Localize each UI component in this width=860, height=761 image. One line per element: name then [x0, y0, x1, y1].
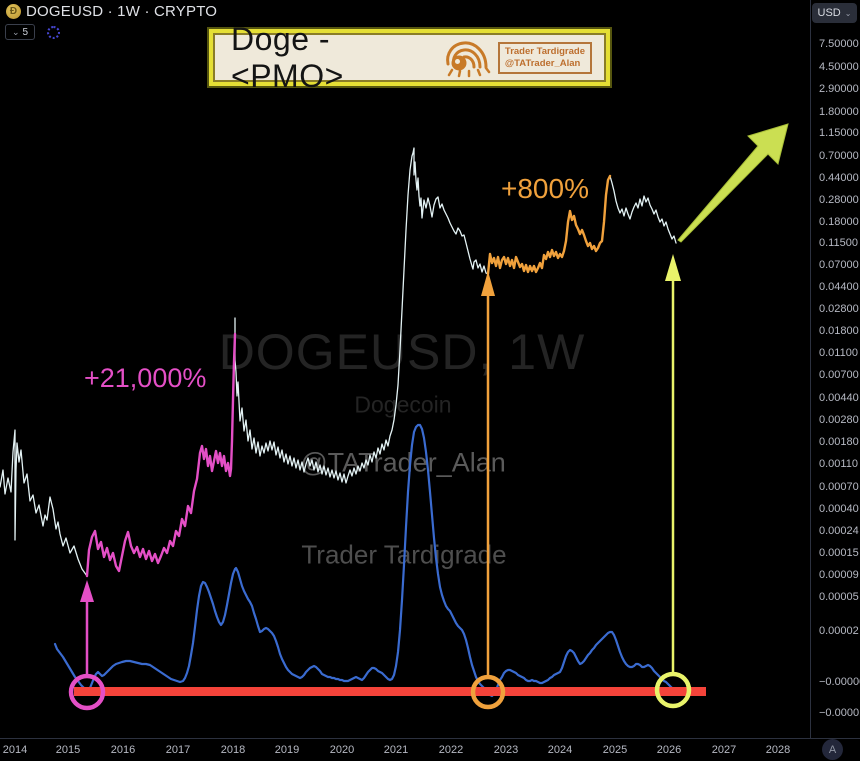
currency-selector[interactable]: USD ⌄	[812, 3, 857, 23]
price-axis-label: 0.00440	[819, 392, 859, 404]
time-axis-label: 2015	[55, 744, 81, 756]
price-axis-label: 1.15000	[819, 127, 859, 139]
price-axis-label: 0.02800	[819, 303, 859, 315]
projection-up-arrow[interactable]	[677, 123, 789, 243]
interval-selector[interactable]: ⌄ 5	[5, 24, 35, 40]
price-axis-label: 0.00070	[819, 481, 859, 493]
time-axis-label: 2020	[329, 744, 355, 756]
banner-title: Doge - <PMO>	[231, 20, 344, 94]
price-axis-label: 0.00009	[819, 569, 859, 581]
price-line-2024-2026	[609, 175, 677, 244]
title-banner[interactable]: Doge - <PMO> Trader Tardigrade @TATrader…	[207, 21, 612, 94]
symbol-header: Ð DOGEUSD · 1W · CRYPTO	[6, 3, 217, 20]
time-axis-label: 2023	[493, 744, 519, 756]
price-axis-label: 0.04400	[819, 281, 859, 293]
chevron-down-icon: ⌄	[844, 8, 852, 18]
time-axis-label: 2017	[165, 744, 191, 756]
yellow-up-arrow-head	[665, 254, 681, 281]
price-axis-label: 7.50000	[819, 38, 859, 50]
price-axis-label: 0.00015	[819, 547, 859, 559]
price-axis-label: 0.18000	[819, 216, 859, 228]
time-axis-label: 2018	[220, 744, 246, 756]
trader-tardigrade-logo	[446, 40, 491, 77]
chart-canvas[interactable]	[0, 0, 810, 738]
time-axis-label: 2022	[438, 744, 464, 756]
price-line-2018-2022	[234, 147, 489, 484]
price-axis-label: 2.90000	[819, 83, 859, 95]
auto-scale-button[interactable]: A	[822, 739, 843, 760]
time-axis[interactable]: 2014 2015 2016 2017 2018 2019 2020 2021 2022 2023…	[0, 738, 860, 761]
price-axis-label: 0.00002	[819, 625, 859, 637]
time-axis-label: 2019	[274, 744, 300, 756]
price-axis-label: 1.80000	[819, 106, 859, 118]
orange-up-arrow-head	[481, 271, 495, 296]
price-axis-label: 0.00024	[819, 525, 859, 537]
chevron-down-icon: ⌄	[11, 27, 20, 37]
time-axis-label: 2027	[711, 744, 737, 756]
price-axis-label: 0.00040	[819, 503, 859, 515]
price-line-2014-2015	[0, 429, 88, 577]
chart-area[interactable]: DOGEUSD, 1W Dogecoin @TATrader_Alan Trad…	[0, 0, 810, 738]
badge-handle-line: @TATrader_Alan	[504, 57, 581, 69]
pink-up-arrow-head	[80, 580, 94, 602]
currency-label: USD	[817, 7, 841, 19]
time-axis-label: 2028	[765, 744, 791, 756]
time-axis-label: 2026	[656, 744, 682, 756]
time-axis-label: 2024	[547, 744, 573, 756]
price-axis-label: 4.50000	[819, 61, 859, 73]
banner-badge: Trader Tardigrade @TATrader_Alan	[497, 41, 592, 74]
time-axis-label: 2021	[383, 744, 409, 756]
price-axis-label: 0.00700	[819, 369, 859, 381]
price-axis-label: 0.01100	[819, 347, 858, 359]
dogecoin-icon: Ð	[6, 4, 21, 19]
spinner-icon[interactable]	[47, 25, 60, 39]
pmo-indicator-line	[53, 423, 678, 698]
price-highlight-pink-2015-2018[interactable]	[85, 332, 237, 578]
price-axis-label: 0.00110	[819, 458, 858, 470]
price-axis-label: 0.00005	[819, 591, 859, 603]
title-banner-inner: Doge - <PMO> Trader Tardigrade @TATrader…	[213, 21, 606, 94]
symbol-title[interactable]: DOGEUSD · 1W · CRYPTO	[26, 3, 218, 20]
price-axis-label: 0.00180	[819, 436, 859, 448]
price-axis-label: 0.01800	[819, 325, 859, 337]
price-axis-label: 0.07000	[819, 259, 859, 271]
header-subbar: ⌄ 5	[5, 24, 60, 40]
price-highlight-orange-2022-2024[interactable]	[486, 174, 612, 276]
interval-value: 5	[22, 26, 29, 38]
badge-brand-line: Trader Tardigrade	[504, 45, 585, 57]
pmo-baseline[interactable]	[74, 687, 706, 696]
price-axis-label: 0.00280	[819, 414, 859, 426]
price-axis-label: 0.11500	[819, 237, 858, 249]
time-axis-label: 2014	[2, 744, 28, 756]
price-axis-label: 0.44000	[819, 172, 859, 184]
time-axis-label: 2016	[110, 744, 136, 756]
time-axis-label: 2025	[602, 744, 628, 756]
price-axis[interactable]: 7.50000 4.50000 2.90000 1.80000 1.15000 0.700…	[810, 0, 860, 738]
price-axis-label: 0.70000	[819, 150, 859, 162]
price-axis-label: 0.28000	[819, 194, 859, 206]
